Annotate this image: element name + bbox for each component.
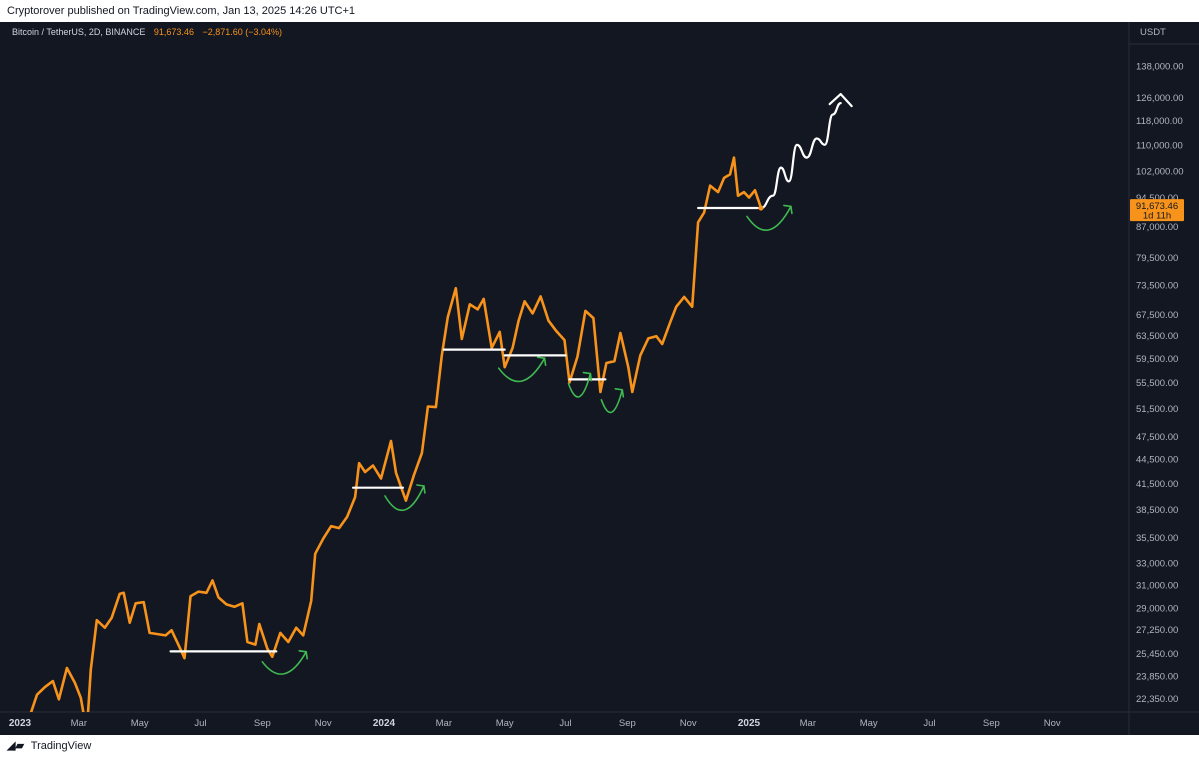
bounce-arrow-head [582,371,593,382]
bounce-arrow-curve [600,389,624,414]
y-tick-label: 27,250.00 [1136,625,1178,636]
last-price: 91,673.46 [153,27,194,37]
price-tag-box [1130,199,1184,222]
x-tick-label: Nov [680,718,697,729]
x-tick-label: May [860,718,878,729]
x-tick-label: Sep [254,718,271,729]
y-tick-label: 51,500.00 [1136,404,1178,415]
y-tick-label: 33,000.00 [1136,559,1178,570]
published-by-text: Cryptorover published on TradingView.com… [7,5,356,17]
x-tick-label: Sep [983,718,1000,729]
y-tick-label: 63,500.00 [1136,331,1178,342]
y-tick-label: 41,500.00 [1136,479,1178,490]
y-tick-label: 73,500.00 [1136,280,1178,291]
bounce-arrow-curve [384,485,425,512]
y-tick-label: 87,000.00 [1136,222,1178,233]
x-tick-label: Jul [559,718,571,729]
y-tick-label: 23,850.00 [1136,671,1178,682]
y-tick-label: 44,500.00 [1136,455,1178,466]
x-tick-label: Jul [194,718,206,729]
y-tick-label: 94,500.00 [1136,193,1178,204]
y-tick-label: 59,500.00 [1136,354,1178,365]
bounce-arrow-head [416,484,426,494]
projection-arrow-head [828,93,853,108]
published-header: Cryptorover published on TradingView.com… [0,0,1199,22]
plot-area [29,93,853,712]
projection-path [759,102,842,210]
y-tick-label: 22,350.00 [1136,694,1178,705]
y-tick-label: 31,000.00 [1136,580,1178,591]
y-tick-label: 126,000.00 [1136,93,1184,104]
x-tick-label: Nov [1044,718,1061,729]
y-tick-label: 79,500.00 [1136,253,1178,264]
x-tick-label: May [496,718,514,729]
last-price-dot [758,205,764,211]
y-tick-label: 55,500.00 [1136,378,1178,389]
price-series-line [29,156,763,712]
symbol-legend: Bitcoin / TetherUS, 2D, BINANCE 91,673.4… [12,27,282,37]
tradingview-logo-icon: ◢▰ [7,740,24,752]
bounce-arrow-curve [567,372,592,398]
bounce-arrow-head [783,204,793,215]
x-tick-label: 2024 [373,718,396,729]
x-tick-label: Nov [315,718,332,729]
y-tick-label: 25,450.00 [1136,649,1178,660]
y-tick-label: 29,000.00 [1136,604,1178,615]
y-tick-label: 38,500.00 [1136,505,1178,516]
bounce-arrow-head [536,356,547,366]
footer-brand: TradingView [30,740,92,752]
bounce-arrow-head [298,650,308,660]
y-tick-label: 118,000.00 [1136,116,1183,127]
bounce-arrow-curve [746,205,792,232]
symbol-name: Bitcoin / TetherUS, 2D, BINANCE [12,27,146,37]
y-tick-label: 138,000.00 [1136,61,1184,72]
x-tick-label: 2025 [738,718,761,729]
y-tick-label: 35,500.00 [1136,533,1178,544]
x-tick-label: May [131,718,149,729]
footer: ◢▰ TradingView [0,735,1199,758]
price-chart[interactable]: USDT 138,000.00 126,000.00 118,000.00 110,00… [0,22,1199,735]
currency-label: USDT [1140,27,1166,38]
x-tick-label: Mar [436,718,452,729]
bounce-arrow-head [614,388,625,398]
bounce-arrow-curve [261,651,307,675]
y-tick-label: 47,500.00 [1136,432,1178,443]
bounce-arrow-curve [497,357,546,383]
y-tick-label: 110,000.00 [1136,140,1183,151]
x-tick-label: Jul [923,718,935,729]
price-change: −2,871.60 (−3.04%) [202,27,283,37]
y-tick-label: 67,500.00 [1136,310,1178,321]
chart-frame[interactable]: USDT 138,000.00 126,000.00 118,000.00 110,00… [0,22,1199,735]
x-tick-label: Mar [800,718,816,729]
price-tag-countdown: 1d 11h [1143,211,1171,222]
y-tick-label: 102,000.00 [1136,167,1184,178]
x-tick-label: Mar [71,718,87,729]
x-tick-label: 2023 [9,718,32,729]
price-tag-value: 91,673.46 [1136,201,1178,212]
x-tick-label: Sep [619,718,636,729]
